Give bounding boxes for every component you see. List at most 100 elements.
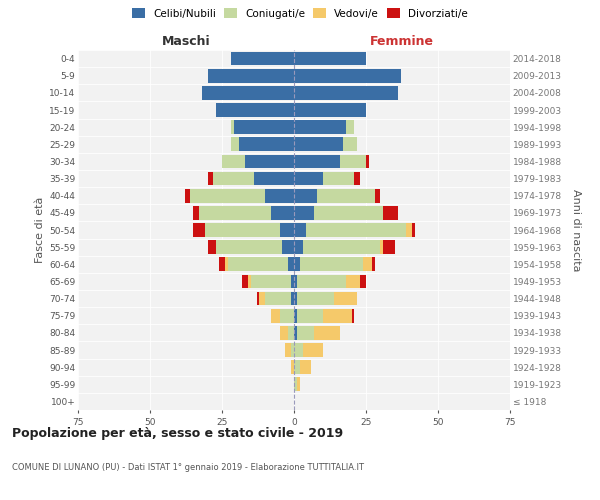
Text: Maschi: Maschi [161,34,211,48]
Bar [412,223,415,237]
Bar [265,292,291,306]
Bar [314,206,383,220]
Bar [297,309,323,322]
Bar [352,309,355,322]
Bar [193,206,199,220]
Bar [294,189,317,202]
Bar [216,103,294,117]
Bar [254,172,294,185]
Bar [248,274,251,288]
Bar [251,274,291,288]
Bar [294,326,297,340]
Bar [294,86,398,100]
Bar [199,206,271,220]
Bar [294,154,340,168]
Bar [242,274,248,288]
Bar [239,138,294,151]
Bar [363,258,372,271]
Bar [185,189,190,202]
Bar [294,206,314,220]
Bar [340,154,366,168]
Bar [317,189,374,202]
Bar [372,258,374,271]
Bar [406,223,412,237]
Text: COMUNE DI LUNANO (PU) - Dati ISTAT 1° gennaio 2019 - Elaborazione TUTTITALIA.IT: COMUNE DI LUNANO (PU) - Dati ISTAT 1° ge… [12,462,364,471]
Bar [294,378,297,391]
Bar [291,343,294,357]
Bar [346,274,360,288]
Bar [294,172,323,185]
Bar [233,120,294,134]
Bar [314,326,340,340]
Bar [291,360,294,374]
Bar [271,309,280,322]
Text: Femmine: Femmine [370,34,434,48]
Bar [225,258,228,271]
Bar [300,360,311,374]
Bar [374,189,380,202]
Bar [323,309,352,322]
Bar [265,189,294,202]
Bar [230,138,239,151]
Bar [245,154,294,168]
Bar [257,292,259,306]
Legend: Celibi/Nubili, Coniugati/e, Vedovi/e, Divorziati/e: Celibi/Nubili, Coniugati/e, Vedovi/e, Di… [129,5,471,21]
Bar [280,326,288,340]
Bar [294,120,346,134]
Bar [271,206,294,220]
Bar [291,274,294,288]
Bar [280,223,294,237]
Bar [294,69,401,82]
Bar [297,378,300,391]
Bar [208,69,294,82]
Bar [297,274,346,288]
Bar [286,343,291,357]
Bar [288,258,294,271]
Bar [294,240,302,254]
Bar [202,86,294,100]
Bar [302,343,323,357]
Bar [380,240,383,254]
Bar [334,292,358,306]
Bar [366,154,369,168]
Bar [294,360,300,374]
Bar [297,292,334,306]
Bar [219,258,225,271]
Bar [294,309,297,322]
Bar [294,138,343,151]
Bar [291,292,294,306]
Bar [323,172,355,185]
Bar [283,240,294,254]
Bar [259,292,265,306]
Y-axis label: Anni di nascita: Anni di nascita [571,188,581,271]
Bar [383,240,395,254]
Bar [208,172,214,185]
Bar [343,138,358,151]
Bar [383,206,398,220]
Bar [205,223,280,237]
Bar [288,326,294,340]
Bar [294,103,366,117]
Bar [294,52,366,66]
Bar [305,223,406,237]
Bar [294,274,297,288]
Bar [190,189,265,202]
Bar [230,120,233,134]
Bar [193,223,205,237]
Bar [208,240,216,254]
Bar [300,258,363,271]
Bar [297,326,314,340]
Bar [294,292,297,306]
Y-axis label: Fasce di età: Fasce di età [35,197,45,263]
Bar [214,172,254,185]
Bar [280,309,294,322]
Bar [222,154,245,168]
Text: Popolazione per età, sesso e stato civile - 2019: Popolazione per età, sesso e stato civil… [12,428,343,440]
Bar [294,343,302,357]
Bar [360,274,366,288]
Bar [294,223,305,237]
Bar [355,172,360,185]
Bar [294,258,300,271]
Bar [302,240,380,254]
Bar [230,52,294,66]
